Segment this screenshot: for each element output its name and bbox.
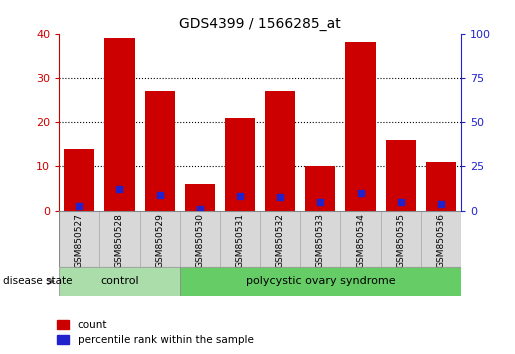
Bar [185, 184, 215, 211]
Bar [180, 211, 220, 267]
Point [316, 199, 324, 205]
Bar [105, 38, 134, 211]
Text: GSM850532: GSM850532 [276, 213, 285, 268]
Bar [59, 267, 180, 296]
Bar [64, 149, 94, 211]
Bar [140, 211, 180, 267]
Bar [265, 91, 295, 211]
Text: GSM850533: GSM850533 [316, 213, 325, 268]
Point [356, 190, 365, 196]
Point [196, 206, 204, 212]
Text: GSM850534: GSM850534 [356, 213, 365, 268]
Bar [225, 118, 255, 211]
Point [236, 193, 244, 198]
Point [397, 199, 405, 205]
Bar [180, 267, 461, 296]
Point [156, 192, 164, 198]
Point [437, 201, 445, 206]
Point [276, 195, 284, 200]
Text: control: control [100, 276, 139, 286]
Bar [59, 211, 99, 267]
Text: polycystic ovary syndrome: polycystic ovary syndrome [246, 276, 395, 286]
Legend: count, percentile rank within the sample: count, percentile rank within the sample [57, 320, 253, 345]
Bar [381, 211, 421, 267]
Text: GSM850528: GSM850528 [115, 213, 124, 268]
Bar [220, 211, 260, 267]
Text: GSM850535: GSM850535 [396, 213, 405, 268]
Point [115, 187, 124, 192]
Bar [386, 140, 416, 211]
Point [75, 203, 83, 209]
Text: GSM850530: GSM850530 [195, 213, 204, 268]
Text: GSM850527: GSM850527 [75, 213, 84, 268]
Bar [145, 91, 175, 211]
Text: GSM850529: GSM850529 [155, 213, 164, 268]
Bar [340, 211, 381, 267]
Bar [99, 211, 140, 267]
Text: disease state: disease state [3, 276, 72, 286]
Title: GDS4399 / 1566285_at: GDS4399 / 1566285_at [179, 17, 341, 31]
Bar [300, 211, 340, 267]
Bar [426, 162, 456, 211]
Bar [346, 42, 375, 211]
Bar [305, 166, 335, 211]
Text: GSM850531: GSM850531 [235, 213, 245, 268]
Bar [421, 211, 461, 267]
Bar [260, 211, 300, 267]
Text: GSM850536: GSM850536 [436, 213, 445, 268]
